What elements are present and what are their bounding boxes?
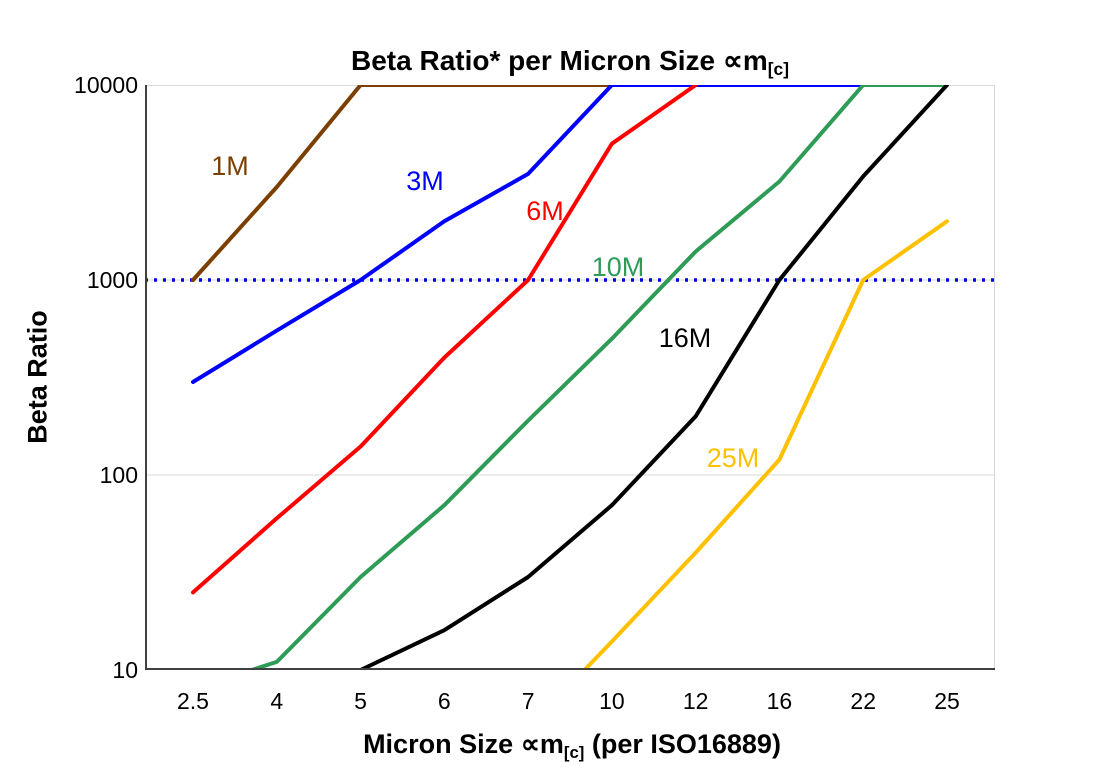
- x-axis-title-subscript: [c]: [563, 742, 585, 762]
- x-axis-title-pre: Micron Size ∝m: [363, 729, 564, 760]
- x-tick-label-12: 12: [682, 688, 709, 714]
- x-tick-label-10: 10: [599, 688, 625, 714]
- series-label-16M: 16M: [659, 323, 712, 353]
- series-label-25M: 25M: [707, 443, 760, 473]
- x-axis-title: Micron Size ∝m[c] (per ISO16889): [363, 729, 781, 763]
- series-label-3M: 3M: [406, 166, 444, 196]
- series-line-16M: [358, 83, 949, 672]
- x-tick-label-6: 6: [437, 688, 451, 714]
- y-axis-title: Beta Ratio: [22, 310, 53, 444]
- y-tick-label-100: 100: [99, 462, 138, 488]
- series-line-6M: [191, 83, 698, 595]
- plot-svg: 1M 3M 6M 10M 16M 25M: [145, 83, 995, 672]
- series-line-1M: [191, 83, 614, 282]
- chart-title: Beta Ratio* per Micron Size ∝m[c]: [351, 44, 789, 80]
- x-tick-label-2.5: 2.5: [177, 688, 209, 714]
- series-label-1M: 1M: [211, 151, 249, 181]
- series-label-10M: 10M: [592, 252, 645, 282]
- y-tick-label-1000: 1000: [86, 267, 138, 293]
- series-line-3M: [191, 83, 866, 384]
- x-tick-label-5: 5: [354, 688, 367, 714]
- x-tick-label-25: 25: [934, 688, 960, 714]
- x-tick-label-22: 22: [850, 688, 877, 714]
- y-tick-label-10000: 10000: [74, 72, 138, 98]
- series-line-25M: [579, 219, 949, 672]
- x-tick-label-16: 16: [766, 688, 793, 714]
- y-tick-label-10: 10: [112, 657, 138, 683]
- series-label-6M: 6M: [526, 196, 564, 226]
- plot-area: 1M 3M 6M 10M 16M 25M: [145, 83, 995, 672]
- chart-title-main: Beta Ratio* per Micron Size ∝m: [351, 45, 768, 77]
- chart-title-subscript: [c]: [767, 58, 789, 79]
- x-tick-label-7: 7: [521, 688, 535, 714]
- series-line-10M: [238, 83, 949, 672]
- x-axis-title-post: (per ISO16889): [584, 729, 781, 760]
- x-tick-label-4: 4: [270, 688, 284, 714]
